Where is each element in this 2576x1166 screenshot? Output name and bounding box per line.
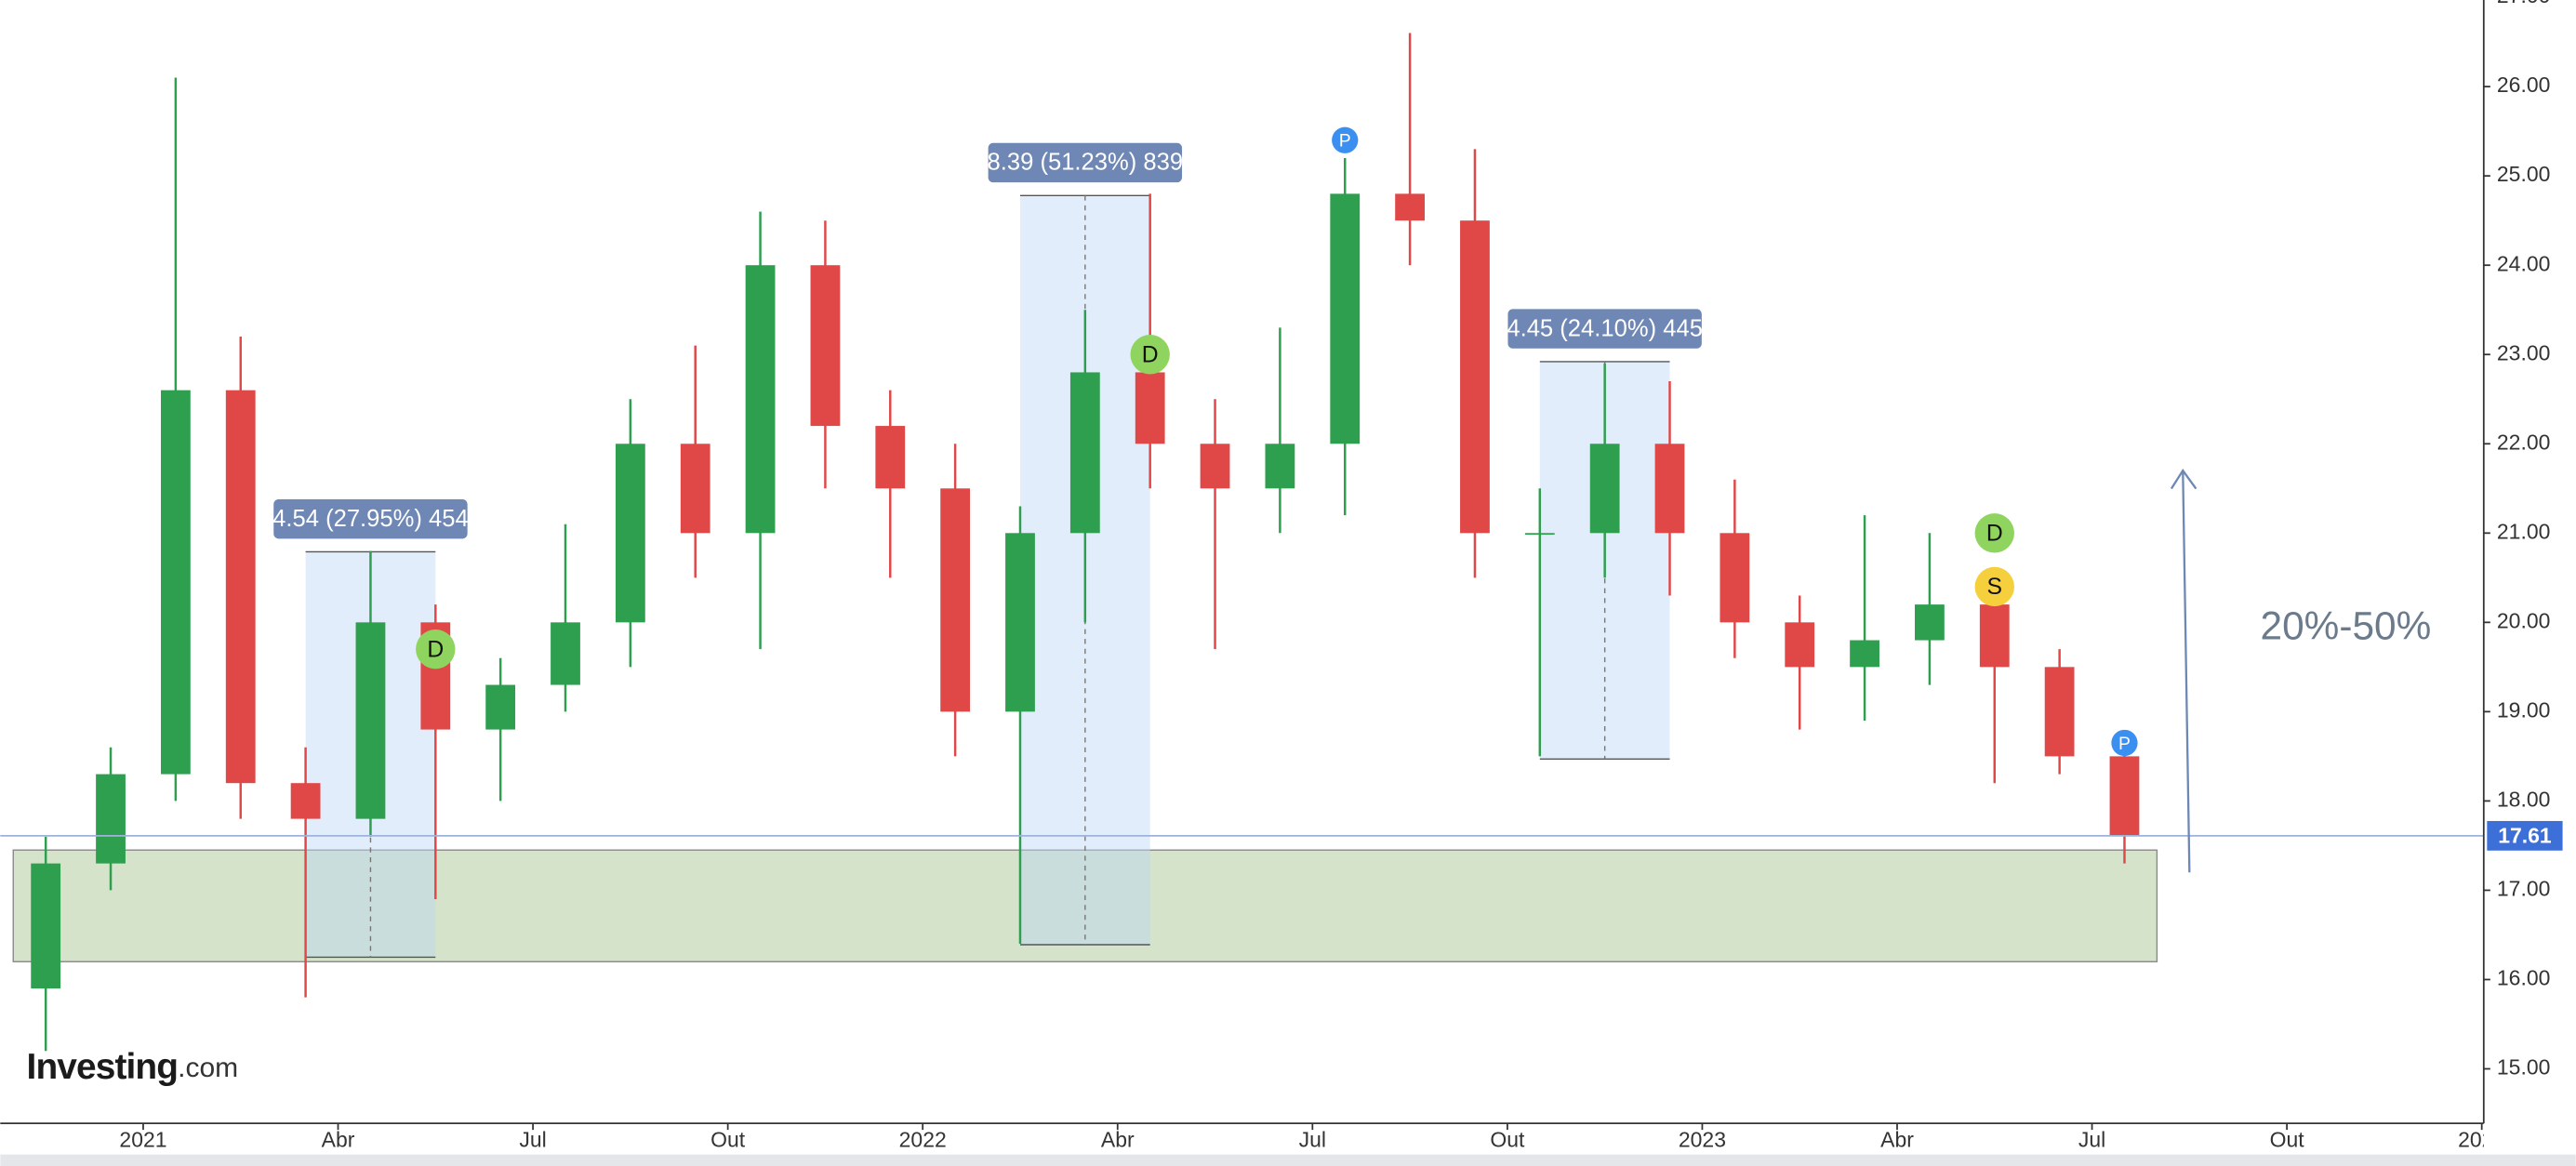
candle-body bbox=[225, 390, 256, 784]
y-tick-label: 16.00 bbox=[2497, 966, 2550, 990]
event-label: P bbox=[1339, 131, 1351, 152]
candle-body bbox=[160, 390, 191, 775]
event-marker bbox=[416, 629, 456, 669]
bottom-strip bbox=[0, 1154, 2576, 1166]
event-label: D bbox=[427, 637, 444, 662]
candle-body bbox=[1395, 193, 1425, 221]
x-tick-label: Out bbox=[2270, 1128, 2305, 1152]
candle-body bbox=[96, 774, 126, 864]
candle-body bbox=[1850, 640, 1879, 668]
x-tick-label: Abr bbox=[1101, 1128, 1135, 1152]
candle-body bbox=[810, 265, 841, 427]
logo-word: Investing bbox=[27, 1047, 179, 1087]
candle-body bbox=[745, 265, 776, 534]
event-label: P bbox=[2118, 734, 2131, 754]
measure-label-box bbox=[273, 498, 468, 539]
last-price-label: 17.61 bbox=[2498, 824, 2552, 848]
candle-body bbox=[1524, 533, 1555, 536]
x-tick-label: Out bbox=[1490, 1128, 1525, 1152]
x-tick-label: Abr bbox=[322, 1128, 355, 1152]
candle-body bbox=[680, 444, 710, 534]
annotation: 20%-50% bbox=[2261, 604, 2432, 648]
x-tick-label: Out bbox=[710, 1128, 746, 1152]
candle-body bbox=[31, 863, 61, 989]
y-tick-label: 20.00 bbox=[2497, 608, 2550, 632]
candle-body bbox=[615, 444, 645, 623]
y-tick-label: 22.00 bbox=[2497, 430, 2550, 454]
event-marker bbox=[1974, 566, 2014, 607]
measure-label-box bbox=[1507, 309, 1702, 349]
candle-body bbox=[1330, 193, 1361, 444]
candle-body bbox=[875, 426, 906, 489]
candle-body bbox=[485, 684, 516, 730]
event-marker bbox=[1332, 126, 1359, 153]
candle-body bbox=[1589, 444, 1620, 534]
logo: Investing.com bbox=[27, 1047, 239, 1087]
candle-body bbox=[290, 783, 321, 819]
candle-body bbox=[1460, 220, 1490, 534]
candle-body bbox=[2044, 667, 2075, 757]
candle-body bbox=[1200, 444, 1230, 489]
event-marker bbox=[1974, 513, 2014, 553]
candle-body bbox=[2109, 756, 2140, 836]
price-axis-panel bbox=[2483, 0, 2576, 1155]
candle-body bbox=[1785, 622, 1815, 668]
last-price-box bbox=[2487, 820, 2563, 851]
candle-body bbox=[1265, 444, 1295, 489]
event-label: D bbox=[1986, 522, 2003, 547]
y-tick-label: 15.00 bbox=[2497, 1055, 2550, 1080]
logo-suffix: .com bbox=[178, 1053, 238, 1083]
event-label: D bbox=[1142, 343, 1159, 368]
event-marker bbox=[2111, 729, 2138, 757]
y-tick-label: 17.00 bbox=[2497, 876, 2550, 900]
measure-label: 8.39 (51.23%) 839 bbox=[988, 150, 1184, 176]
measure-label: 4.45 (24.10%) 445 bbox=[1507, 315, 1703, 341]
y-tick-label: 19.00 bbox=[2497, 697, 2550, 722]
candle-body bbox=[1654, 444, 1685, 534]
y-tick-label: 27.00 bbox=[2497, 0, 2550, 7]
candle-body bbox=[551, 622, 580, 685]
x-tick-label: Abr bbox=[1880, 1128, 1914, 1152]
event-label: S bbox=[1987, 575, 2003, 600]
x-tick-label: Jul bbox=[519, 1128, 546, 1152]
x-tick-label: Jul bbox=[2078, 1128, 2105, 1152]
y-tick-label: 23.00 bbox=[2497, 340, 2550, 364]
measure-label-box bbox=[988, 142, 1183, 183]
candle-body bbox=[1720, 533, 1750, 623]
candle-body bbox=[1135, 372, 1165, 444]
y-tick-label: 26.00 bbox=[2497, 73, 2550, 97]
candle-body bbox=[1915, 604, 1945, 641]
arrow-shaft bbox=[2182, 470, 2191, 873]
y-tick-label: 24.00 bbox=[2497, 251, 2550, 275]
candle-body bbox=[1069, 372, 1100, 534]
x-tick-label: 2022 bbox=[899, 1128, 947, 1152]
x-tick-label: 2023 bbox=[1679, 1128, 1726, 1152]
x-tick-label: 2021 bbox=[119, 1128, 166, 1152]
event-marker bbox=[1130, 335, 1170, 375]
arrow-head bbox=[2170, 469, 2198, 490]
candle-body bbox=[355, 622, 386, 819]
y-tick-label: 21.00 bbox=[2497, 519, 2550, 543]
candle-body bbox=[1005, 533, 1035, 712]
y-tick-label: 25.00 bbox=[2497, 162, 2550, 186]
measure-label: 4.54 (27.95%) 454 bbox=[272, 506, 469, 532]
candle-body bbox=[1979, 604, 2010, 668]
candle-body bbox=[940, 488, 971, 712]
x-tick-label: Jul bbox=[1299, 1128, 1326, 1152]
y-tick-label: 18.00 bbox=[2497, 787, 2550, 811]
